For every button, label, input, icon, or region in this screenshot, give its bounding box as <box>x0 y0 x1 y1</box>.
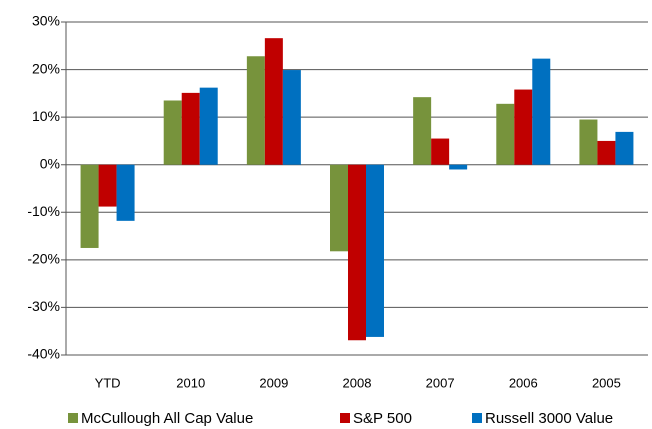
x-tick-label: 2008 <box>343 375 372 390</box>
x-tick-label: 2005 <box>592 375 621 390</box>
legend-swatch <box>340 413 350 423</box>
bar <box>116 164 135 221</box>
bar <box>348 164 366 341</box>
bar <box>449 164 468 170</box>
bar <box>413 97 432 165</box>
bar <box>282 70 301 165</box>
bar <box>98 164 117 207</box>
x-tick-label: 2009 <box>259 375 288 390</box>
y-tick-label: -10% <box>27 203 60 219</box>
bar <box>366 164 384 337</box>
y-tick-label: -20% <box>27 251 60 267</box>
x-tick-label: 2006 <box>509 375 538 390</box>
bar <box>163 100 182 165</box>
bar <box>80 164 99 248</box>
y-tick-label: 30% <box>32 13 60 29</box>
bar <box>330 164 348 252</box>
bar <box>615 131 634 165</box>
x-tick-label: 2007 <box>426 375 455 390</box>
bar <box>181 92 200 165</box>
y-tick-label: 0% <box>40 155 60 171</box>
y-tick-label: 20% <box>32 60 60 76</box>
x-tick-label: 2010 <box>176 375 205 390</box>
y-tick-label: 10% <box>32 108 60 124</box>
legend-label: Russell 3000 Value <box>485 410 613 427</box>
legend-label: S&P 500 <box>353 410 412 427</box>
bar <box>514 89 533 165</box>
legend-swatch <box>68 413 78 423</box>
legend-swatch <box>472 413 482 423</box>
bar <box>579 119 598 165</box>
y-tick-label: -40% <box>27 346 60 362</box>
bar <box>431 138 450 165</box>
bar <box>532 58 551 165</box>
bar <box>264 38 283 165</box>
bar <box>199 87 218 165</box>
bar <box>496 103 515 165</box>
x-tick-label: YTD <box>95 375 121 390</box>
bar <box>246 56 265 165</box>
bar <box>597 140 616 165</box>
y-tick-label: -30% <box>27 298 60 314</box>
legend-label: McCullough All Cap Value <box>81 410 253 427</box>
